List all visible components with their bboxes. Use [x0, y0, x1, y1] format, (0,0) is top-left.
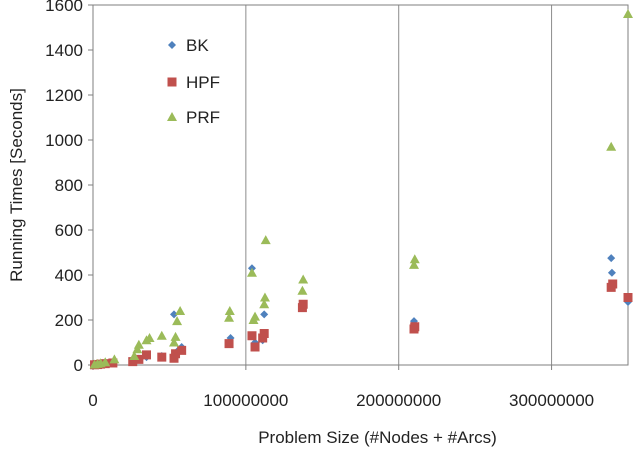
x-axis-label: Problem Size (#Nodes + #Arcs)	[258, 428, 497, 447]
point-prf	[109, 354, 120, 364]
x-tick-label: 300000000	[509, 391, 594, 410]
x-axis-ticks: 0 100000000 200000000 300000000	[88, 365, 594, 410]
y-tick-label: 400	[55, 266, 83, 285]
point-prf	[169, 337, 180, 347]
point-hpf	[224, 339, 234, 349]
point-prf	[224, 312, 235, 322]
x-tick-label: 200000000	[356, 391, 441, 410]
plot-area-frame	[92, 4, 629, 366]
point-prf	[170, 331, 181, 341]
point-prf	[172, 316, 183, 326]
point-prf	[259, 292, 270, 302]
legend-marker-bk	[168, 41, 176, 49]
point-prf	[409, 259, 419, 269]
y-tick-label: 1000	[45, 131, 83, 150]
point-hpf	[177, 345, 187, 355]
point-hpf	[157, 352, 167, 362]
point-bk	[607, 254, 616, 263]
legend-label-prf: PRF	[186, 108, 220, 127]
point-prf	[260, 235, 271, 245]
point-prf	[259, 299, 270, 309]
point-hpf	[171, 349, 181, 359]
data-points	[89, 9, 633, 370]
point-prf	[246, 267, 257, 277]
point-hpf	[298, 299, 308, 309]
point-prf	[606, 141, 617, 151]
point-bk	[607, 268, 616, 277]
y-axis-ticks: 0 200 400 600 800 1000 1200 1400 1600	[45, 0, 93, 375]
y-tick-label: 800	[55, 176, 83, 195]
point-hpf	[259, 329, 269, 338]
legend-marker-hpf	[167, 77, 177, 87]
y-tick-label: 1600	[45, 0, 83, 15]
x-tick-label: 0	[88, 391, 97, 410]
point-prf	[144, 333, 155, 342]
y-tick-label: 1400	[45, 41, 83, 60]
point-prf	[298, 274, 309, 284]
point-hpf	[623, 293, 633, 302]
point-prf	[250, 311, 261, 321]
y-tick-label: 600	[55, 221, 83, 240]
x-tick-label: 100000000	[203, 391, 288, 410]
legend-label-hpf: HPF	[186, 73, 220, 92]
point-prf	[175, 306, 186, 315]
point-prf	[129, 351, 140, 360]
y-tick-label: 200	[55, 311, 83, 330]
point-hpf	[250, 342, 260, 352]
point-hpf	[142, 350, 151, 360]
legend: BK HPF PRF	[167, 36, 220, 127]
point-hpf	[608, 279, 618, 289]
point-hpf	[247, 331, 257, 341]
y-tick-label: 1200	[45, 86, 83, 105]
point-bk	[260, 310, 269, 319]
point-hpf	[410, 322, 420, 332]
y-axis-label: Running Times [Seconds]	[7, 88, 26, 282]
point-bk	[170, 310, 179, 319]
point-prf	[156, 330, 167, 340]
point-prf	[100, 357, 111, 367]
point-prf	[133, 339, 144, 349]
gridlines	[245, 5, 553, 365]
point-prf	[297, 285, 308, 295]
legend-marker-prf	[167, 112, 177, 121]
point-prf	[623, 9, 633, 18]
point-prf	[409, 254, 420, 264]
point-hpf	[128, 357, 138, 367]
y-tick-label: 0	[74, 356, 83, 375]
point-prf	[224, 306, 235, 315]
legend-label-bk: BK	[186, 36, 209, 55]
series-prf	[89, 9, 633, 369]
